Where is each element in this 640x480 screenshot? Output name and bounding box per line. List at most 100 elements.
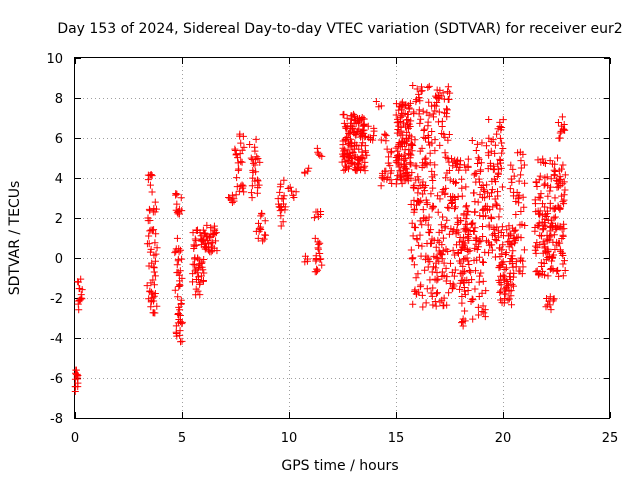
data-point (317, 255, 325, 263)
data-point (519, 263, 527, 271)
data-point (497, 281, 505, 289)
data-point (474, 303, 482, 311)
data-point (349, 125, 357, 133)
data-point (238, 158, 246, 166)
data-point (502, 249, 510, 257)
data-point (415, 106, 423, 114)
data-point (499, 241, 507, 249)
data-point (234, 166, 242, 174)
data-point (448, 199, 456, 207)
data-point (499, 145, 507, 153)
data-point (416, 198, 424, 206)
data-point (460, 233, 468, 241)
data-point (517, 164, 525, 172)
data-point (277, 212, 285, 220)
data-point (77, 275, 85, 283)
y-tick-label: -8 (50, 412, 63, 427)
data-point (429, 184, 437, 192)
y-tick-label: 4 (55, 172, 63, 187)
data-point (469, 315, 477, 323)
x-tick-label: 10 (281, 431, 298, 446)
data-point (417, 115, 425, 123)
data-point (152, 230, 160, 238)
data-point (364, 122, 372, 130)
data-point (520, 203, 528, 211)
data-point (465, 236, 473, 244)
data-point (235, 187, 243, 195)
data-point (485, 192, 493, 200)
data-point (455, 166, 463, 174)
data-point (552, 226, 560, 234)
data-point (536, 207, 544, 215)
data-point (507, 287, 515, 295)
data-point (262, 231, 270, 239)
data-point (424, 131, 432, 139)
data-point (546, 187, 554, 195)
data-point (246, 141, 254, 149)
data-point (416, 97, 424, 105)
data-point (561, 186, 569, 194)
data-point (351, 161, 359, 169)
data-point (425, 213, 433, 221)
data-point (360, 115, 368, 123)
data-point (440, 294, 448, 302)
data-point (459, 322, 467, 330)
data-point (233, 183, 241, 191)
data-point (498, 139, 506, 147)
data-point (494, 160, 502, 168)
data-point (286, 183, 294, 191)
data-point (497, 287, 505, 295)
data-point (194, 287, 202, 295)
data-point (479, 222, 487, 230)
data-point (176, 306, 184, 314)
data-point (370, 132, 378, 140)
data-point (532, 249, 540, 257)
data-point (411, 136, 419, 144)
data-point (253, 153, 261, 161)
data-point (496, 134, 504, 142)
data-point (544, 272, 552, 280)
data-point (399, 138, 407, 146)
data-point (469, 219, 477, 227)
data-point (493, 237, 501, 245)
data-point (464, 257, 472, 265)
data-point (178, 337, 186, 345)
data-point (151, 309, 159, 317)
data-point (444, 203, 452, 211)
data-point (382, 132, 390, 140)
data-point (439, 213, 447, 221)
data-point (543, 173, 551, 181)
data-point (520, 161, 528, 169)
data-point (544, 245, 552, 253)
data-point (254, 234, 262, 242)
data-point (416, 231, 424, 239)
data-point (432, 243, 440, 251)
data-point (541, 244, 549, 252)
data-point (493, 130, 501, 138)
data-point (481, 187, 489, 195)
data-point (213, 247, 221, 255)
data-point (461, 291, 469, 299)
data-point (554, 119, 562, 127)
data-point (151, 239, 159, 247)
data-point (451, 194, 459, 202)
data-point (292, 188, 300, 196)
data-point (316, 249, 324, 257)
data-point (471, 208, 479, 216)
data-point (474, 198, 482, 206)
data-point (464, 208, 472, 216)
data-point (485, 116, 493, 124)
data-point (469, 227, 477, 235)
data-point (454, 156, 462, 164)
data-point (406, 99, 414, 107)
data-point (482, 212, 490, 220)
data-point (502, 290, 510, 298)
data-point (248, 194, 256, 202)
data-point (509, 165, 517, 173)
data-point (521, 179, 529, 187)
data-point (259, 237, 267, 245)
data-point (450, 282, 458, 290)
data-point (428, 127, 436, 135)
data-point (559, 272, 567, 280)
data-point (463, 211, 471, 219)
